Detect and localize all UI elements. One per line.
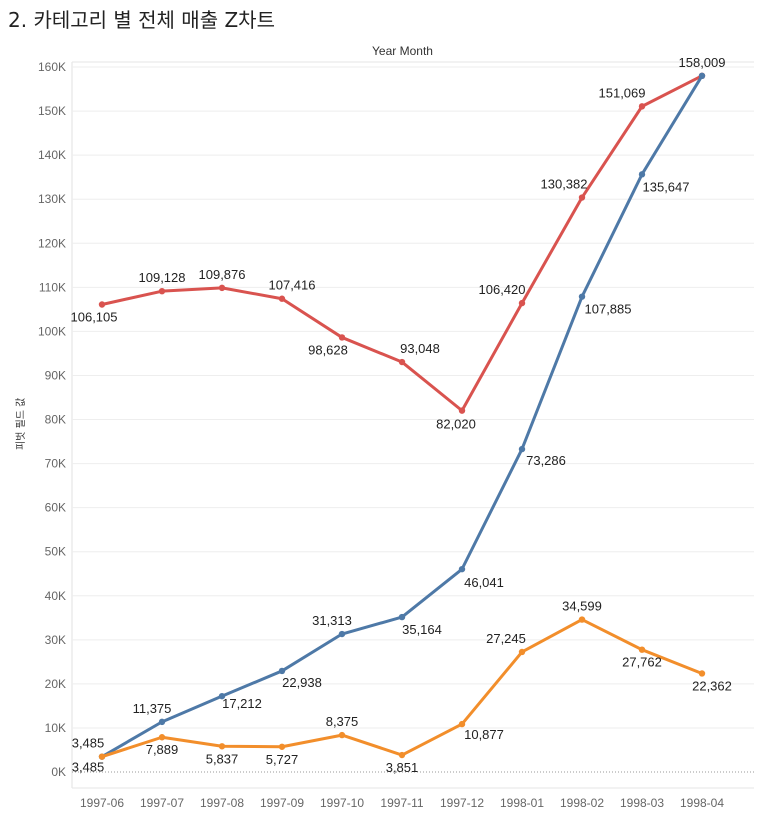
data-label-blue: 46,041 [464, 575, 504, 590]
y-tick-label: 60K [45, 501, 66, 515]
data-label-blue: 73,286 [526, 453, 566, 468]
y-tick-label: 130K [38, 192, 66, 206]
data-point-orange [278, 743, 286, 750]
chart-title: 2. 카테고리 별 전체 매출 Z차트 [8, 8, 275, 32]
data-label-blue: 22,938 [282, 675, 322, 690]
data-label-red: 98,628 [308, 342, 348, 357]
data-label-red: 109,128 [139, 270, 186, 285]
data-point-red [158, 287, 166, 295]
y-tick-label: 120K [38, 236, 66, 250]
series-line-blue [100, 74, 704, 759]
data-label-orange: 34,599 [562, 599, 602, 614]
x-tick-label: 1997-08 [200, 796, 244, 810]
data-label-red: 109,876 [199, 267, 246, 282]
data-point-orange [158, 734, 166, 741]
x-tick-label: 1997-06 [80, 796, 124, 810]
y-tick-label: 160K [38, 60, 66, 74]
data-label-orange: 8,375 [326, 714, 359, 729]
y-tick-label: 0K [51, 765, 66, 779]
data-label-blue: 11,375 [133, 701, 172, 716]
data-label-blue: 35,164 [402, 622, 442, 637]
data-label-orange: 27,245 [486, 631, 526, 646]
data-point-red [458, 407, 466, 414]
column-header: Year Month [372, 44, 433, 58]
x-tick-label: 1997-12 [440, 796, 484, 810]
x-tick-label: 1998-01 [500, 796, 544, 810]
data-label-red: 93,048 [400, 341, 440, 356]
data-point-orange [638, 646, 646, 653]
data-point-blue [218, 692, 226, 700]
y-tick-label: 30K [45, 633, 66, 647]
data-label-red: 82,020 [436, 417, 476, 432]
data-point-orange [98, 753, 106, 760]
data-label-orange: 10,877 [464, 727, 504, 742]
y-tick-label: 50K [45, 545, 66, 559]
y-tick-label: 40K [45, 589, 66, 603]
y-tick-label: 150K [38, 104, 66, 118]
data-label-orange: 5,837 [206, 751, 239, 766]
y-tick-label: 140K [38, 148, 66, 162]
data-label-orange: 27,762 [622, 655, 662, 670]
data-point-orange [578, 616, 586, 623]
data-label-red: 130,382 [541, 177, 588, 192]
data-label-blue: 3,485 [72, 736, 105, 751]
data-point-blue [338, 630, 346, 638]
data-label-blue: 31,313 [312, 613, 352, 628]
data-label-blue: 158,009 [679, 55, 726, 70]
data-label-orange: 22,362 [692, 678, 732, 693]
data-point-blue [578, 293, 586, 300]
x-tick-label: 1997-09 [260, 796, 304, 810]
y-tick-label: 10K [45, 721, 66, 735]
data-label-red: 107,416 [269, 278, 316, 293]
x-tick-label: 1997-07 [140, 796, 184, 810]
data-label-blue: 17,212 [222, 696, 262, 711]
data-point-red [518, 299, 526, 307]
x-tick-label: 1998-03 [620, 796, 664, 810]
data-point-red [578, 194, 586, 201]
data-point-orange [698, 670, 706, 677]
data-label-blue: 107,885 [585, 302, 632, 317]
data-label-red: 106,105 [71, 309, 118, 324]
data-label-orange: 3,485 [72, 760, 105, 775]
data-point-blue [698, 72, 706, 80]
data-point-red [398, 358, 406, 366]
data-point-red [218, 284, 226, 292]
data-point-red [638, 103, 646, 110]
x-tick-label: 1998-04 [680, 796, 724, 810]
data-point-blue [398, 613, 406, 621]
y-tick-label: 70K [45, 457, 66, 471]
y-tick-label: 20K [45, 677, 66, 691]
data-point-blue [518, 445, 526, 453]
data-label-orange: 3,851 [386, 760, 419, 775]
data-label-red: 106,420 [479, 282, 526, 297]
data-label-red: 151,069 [599, 85, 646, 100]
data-point-blue [638, 171, 646, 178]
data-point-orange [458, 720, 466, 728]
data-point-blue [278, 667, 286, 675]
data-point-orange [398, 751, 406, 759]
y-tick-label: 80K [45, 413, 66, 427]
x-tick-label: 1997-11 [380, 796, 423, 810]
data-point-orange [218, 743, 226, 750]
y-tick-label: 100K [38, 324, 66, 338]
data-point-red [278, 295, 286, 302]
data-label-orange: 7,889 [146, 742, 179, 757]
data-point-orange [338, 731, 346, 739]
x-tick-label: 1997-10 [320, 796, 364, 810]
x-tick-label: 1998-02 [560, 796, 604, 810]
data-point-red [338, 334, 346, 341]
y-tick-label: 90K [45, 368, 66, 382]
data-point-blue [158, 718, 166, 726]
data-label-blue: 135,647 [643, 179, 690, 194]
data-point-blue [458, 565, 466, 573]
data-point-red [98, 301, 106, 308]
y-tick-label: 110K [39, 280, 66, 294]
data-point-orange [518, 648, 526, 656]
data-label-orange: 5,727 [266, 752, 299, 767]
